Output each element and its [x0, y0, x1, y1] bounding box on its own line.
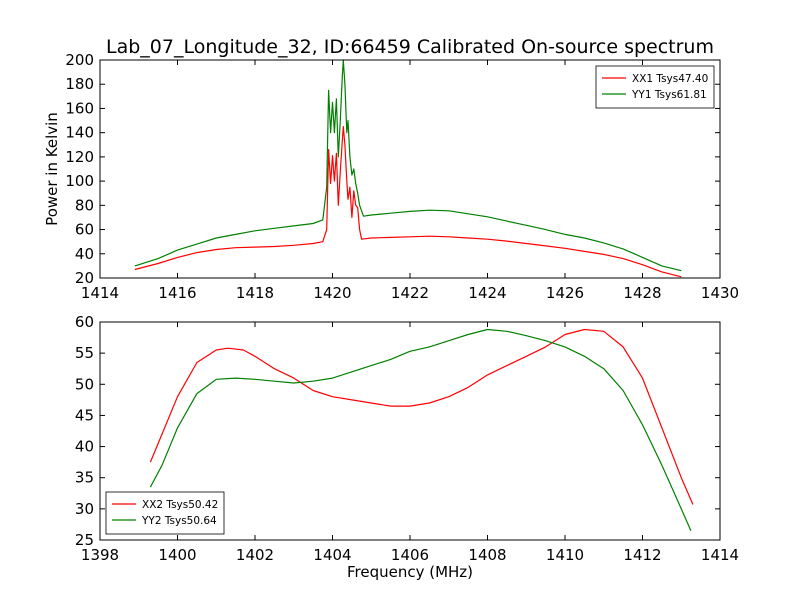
series-line-bottom-2 — [149, 328, 692, 531]
series-line-top-2 — [134, 59, 682, 272]
x-tick-label: 1430 — [701, 284, 739, 302]
x-tick-label: 1426 — [546, 284, 584, 302]
y-axis-label-top: Power in Kelvin — [43, 112, 61, 226]
legend-top: XX1 Tsys47.40 YY1 Tsys61.81 — [595, 65, 715, 109]
y-tick-label: 100 — [65, 172, 94, 190]
x-tick-label: 1402 — [236, 546, 274, 564]
y-tick-label: 120 — [65, 148, 94, 166]
y-tick-label: 40 — [75, 245, 94, 263]
y-tick-label: 60 — [75, 221, 94, 239]
x-tick-label: 1406 — [391, 546, 429, 564]
y-tick-label: 180 — [65, 75, 94, 93]
series-line-bottom-1 — [149, 328, 694, 505]
y-tick-label: 160 — [65, 99, 94, 117]
x-tick-label: 1414 — [81, 284, 119, 302]
subplot-bottom: 1398 1400 1402 1404 1406 1408 1410 1412 1414 25 30… — [75, 313, 739, 581]
x-tick-label: 1428 — [623, 284, 661, 302]
legend-entry: XX2 Tsys50.42 — [142, 499, 218, 511]
x-tick-label: 1416 — [158, 284, 196, 302]
y-tick-label: 35 — [75, 469, 94, 487]
y-tick-label: 140 — [65, 124, 94, 142]
y-tick-label: 30 — [75, 500, 94, 518]
legend-bottom: XX2 Tsys50.42 YY2 Tsys50.64 — [105, 491, 225, 535]
y-tick-label: 200 — [65, 51, 94, 69]
y-tick-label: 40 — [75, 438, 94, 456]
y-tick-label: 60 — [75, 313, 94, 331]
legend-box — [595, 65, 715, 109]
x-tick-label: 1404 — [313, 546, 351, 564]
chart-title: Lab_07_Longitude_32, ID:66459 Calibrated… — [106, 36, 714, 58]
x-tick-label: 1420 — [313, 284, 351, 302]
axis-ticks-bottom: 1398 1400 1402 1404 1406 1408 1410 1412 1414 25 30… — [75, 313, 739, 564]
x-tick-label: 1410 — [546, 546, 584, 564]
y-tick-label: 20 — [75, 269, 94, 287]
x-tick-label: 1408 — [468, 546, 506, 564]
x-tick-label: 1398 — [81, 546, 119, 564]
legend-box — [105, 491, 225, 535]
series-line-top-1 — [134, 126, 682, 278]
x-tick-label: 1414 — [701, 546, 739, 564]
x-tick-label: 1422 — [391, 284, 429, 302]
x-tick-label: 1418 — [236, 284, 274, 302]
legend-entry: YY1 Tsys61.81 — [631, 89, 707, 101]
legend-entry: XX1 Tsys47.40 — [632, 73, 708, 85]
legend-entry: YY2 Tsys50.64 — [141, 515, 217, 527]
subplot-top: 1414 1416 1418 1420 1422 1424 1426 1428 1430 20 40… — [43, 51, 739, 302]
y-tick-label: 80 — [75, 196, 94, 214]
y-tick-label: 25 — [75, 531, 94, 549]
x-axis-label-bottom: Frequency (MHz) — [347, 563, 473, 581]
series-lines-top — [134, 59, 682, 278]
x-tick-label: 1412 — [623, 546, 661, 564]
series-lines-bottom — [149, 328, 694, 531]
x-tick-label: 1424 — [468, 284, 506, 302]
x-tick-label: 1400 — [158, 546, 196, 564]
axis-ticks-top: 1414 1416 1418 1420 1422 1424 1426 1428 1430 20 40… — [65, 51, 739, 302]
y-tick-label: 55 — [75, 344, 94, 362]
y-tick-label: 50 — [75, 375, 94, 393]
y-tick-label: 45 — [75, 406, 94, 424]
